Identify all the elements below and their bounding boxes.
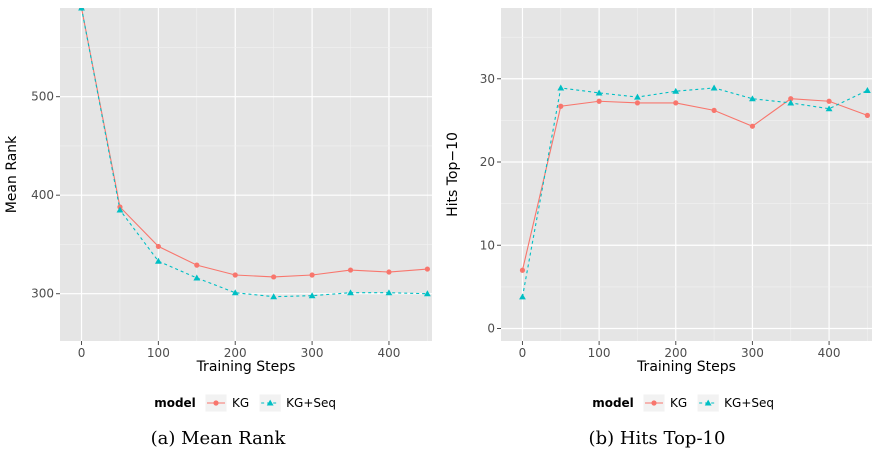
y-tick-label: 300 — [31, 287, 54, 301]
legend-key-marker — [704, 399, 712, 406]
data-point-kg — [155, 243, 161, 250]
data-point-kg-seq — [385, 289, 393, 296]
legend-label-kg: KG — [670, 396, 687, 410]
legend-label-kg-seq: KG+Seq — [724, 396, 774, 410]
data-point-kg-seq — [672, 87, 680, 94]
data-point-kg — [826, 98, 832, 104]
data-point-kg-seq — [347, 289, 354, 296]
legend-keys: KG KG+Seq — [642, 393, 774, 413]
x-tick-label: 100 — [147, 346, 170, 360]
data-point-kg-seq — [557, 84, 565, 91]
data-point-kg-seq — [825, 105, 833, 112]
panel-mean-rank: 0 100 200 300 400 300 400 500 Training Steps Me… — [4, 8, 432, 449]
series-markers-hits-top10 — [519, 84, 871, 300]
x-tick-label: 100 — [588, 346, 611, 360]
data-point-kg — [596, 98, 602, 104]
series-markers-mean-rank — [78, 8, 431, 300]
legend-key-marker — [266, 399, 274, 406]
plot-background-mean-rank — [60, 8, 432, 341]
x-axis-title-mean-rank: Training Steps — [196, 359, 296, 375]
data-point-kg — [711, 107, 717, 113]
x-tick-label: 200 — [664, 346, 687, 360]
y-tick-label: 20 — [480, 155, 495, 169]
data-point-kg-seq — [193, 274, 201, 281]
plot-background-hits-top10 — [501, 8, 872, 341]
legend-title: model — [592, 396, 634, 410]
series-line-kg-seq — [80, 8, 428, 298]
x-tick-label: 400 — [378, 346, 401, 360]
data-point-kg-seq — [864, 87, 871, 93]
y-tick-label: 0 — [487, 322, 495, 336]
data-point-kg-seq — [270, 293, 278, 300]
gridlines-mean-rank — [60, 8, 432, 341]
y-tick-label: 10 — [480, 238, 495, 252]
y-tick-label: 500 — [31, 90, 54, 104]
data-point-kg-seq — [231, 289, 239, 296]
x-tick-label: 300 — [301, 346, 324, 360]
x-axis-title-hits-top10: Training Steps — [636, 359, 736, 375]
data-point-kg-seq — [423, 290, 431, 297]
data-point-kg — [309, 272, 315, 278]
data-point-kg — [232, 272, 238, 278]
series-line-kg — [521, 98, 868, 271]
data-point-kg-seq — [308, 292, 316, 299]
data-point-kg-seq — [710, 84, 718, 91]
data-point-kg — [788, 96, 794, 102]
data-point-kg-seq — [519, 293, 526, 300]
data-point-kg — [424, 266, 430, 272]
y-axis-title-mean-rank: Mean Rank — [4, 135, 20, 213]
data-point-kg-seq — [595, 89, 603, 96]
panel-hits-top10: 0 100 200 300 400 0 10 20 30 Training Steps Hits… — [445, 8, 872, 449]
x-tick-label: 200 — [224, 346, 247, 360]
x-tick-label: 0 — [519, 346, 527, 360]
tick-labels-mean-rank: 0 100 200 300 400 300 400 500 — [31, 90, 400, 360]
data-point-kg — [347, 267, 354, 273]
data-point-kg-seq — [116, 206, 124, 213]
gridlines-hits-top10 — [501, 8, 872, 341]
legend-key-marker — [651, 400, 657, 406]
data-point-kg-seq — [634, 93, 641, 100]
series-lines-mean-rank — [80, 8, 428, 298]
data-point-kg-seq — [749, 95, 756, 102]
data-point-kg — [673, 100, 679, 106]
legend-keys: KG KG+Seq — [204, 393, 336, 413]
series-line-kg-seq — [521, 87, 868, 297]
data-point-kg — [634, 100, 641, 106]
series-line-kg — [80, 8, 428, 278]
series-lines-hits-top10 — [521, 87, 868, 297]
tick-labels-hits-top10: 0 100 200 300 400 0 10 20 30 — [480, 72, 841, 360]
data-point-kg — [386, 269, 392, 275]
data-point-kg-seq — [78, 8, 85, 11]
legend-mean-rank: model KG KG+Seq — [154, 393, 336, 413]
data-point-kg — [519, 267, 526, 273]
data-point-kg — [194, 262, 200, 268]
x-tick-label: 300 — [741, 346, 764, 360]
legend-hits-top10: model KG KG+Seq — [592, 393, 774, 413]
y-axis-title-hits-top10: Hits Top−10 — [445, 132, 461, 217]
x-tick-label: 400 — [818, 346, 841, 360]
y-tick-label: 400 — [31, 188, 54, 202]
legend-title: model — [154, 396, 196, 410]
data-point-kg-seq — [787, 99, 795, 106]
data-point-kg-seq — [154, 257, 162, 264]
legend-label-kg: KG — [232, 396, 249, 410]
legend-label-kg-seq: KG+Seq — [286, 396, 336, 410]
data-point-kg — [558, 103, 564, 109]
data-point-kg — [749, 123, 756, 129]
caption-hits-top10: (b) Hits Top-10 — [589, 428, 726, 449]
x-tick-label: 0 — [78, 346, 86, 360]
y-tick-label: 30 — [480, 72, 495, 86]
data-point-kg — [864, 112, 871, 118]
caption-mean-rank: (a) Mean Rank — [151, 428, 287, 449]
legend-key-marker — [213, 400, 219, 406]
data-point-kg — [271, 274, 277, 280]
